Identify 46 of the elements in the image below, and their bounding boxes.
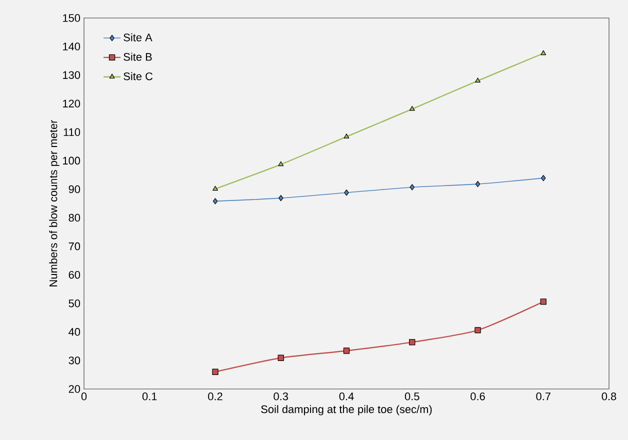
y-tick-label: 20 (68, 385, 80, 393)
point (540, 174, 546, 182)
point (475, 180, 480, 188)
point (410, 184, 415, 190)
point (343, 348, 350, 354)
x-axis-title: Soil damping at the pile toe (sec/m) (261, 405, 432, 416)
y-tick-label: 110 (64, 128, 80, 136)
y-tick-label: 30 (68, 356, 80, 364)
y-tick-label: 50 (68, 300, 80, 308)
y-tick-label: 150 (63, 14, 80, 22)
point (212, 198, 218, 204)
x-tick-label: 0.2 (208, 392, 222, 400)
x-tick-label: 0.4 (339, 392, 354, 400)
x-tick-label: 0.7 (536, 392, 550, 400)
y-tick-label: 40 (68, 328, 80, 336)
point (475, 78, 480, 82)
point (278, 354, 284, 361)
point (344, 134, 350, 138)
point (409, 339, 416, 346)
y-tick-label: 100 (63, 156, 80, 165)
x-tick-label: 0.1 (142, 392, 157, 400)
y-tick-label: 140 (63, 42, 80, 50)
legend-label: Site A (124, 33, 152, 42)
x-tick-label: 0.5 (404, 392, 420, 400)
x-tick-label: 0 (81, 392, 87, 400)
point (278, 161, 284, 166)
x-tick-label: 0.3 (274, 392, 288, 400)
point (278, 194, 284, 202)
point (540, 50, 546, 56)
point (474, 327, 481, 334)
y-tick-label: 80 (68, 214, 80, 222)
legend-label: Site B (124, 52, 152, 61)
point (540, 298, 546, 305)
y-axis-title: Numbers of blow counts per meter (49, 120, 60, 286)
x-tick-label: 0.8 (602, 392, 616, 400)
y-tick-label: 90 (68, 185, 80, 194)
point (409, 106, 415, 111)
point (212, 186, 218, 191)
point (212, 368, 218, 375)
y-tick-label: 70 (68, 242, 80, 250)
legend-label: Site C (124, 72, 153, 80)
y-tick-label: 120 (63, 100, 80, 108)
point (344, 190, 349, 196)
x-tick-label: 0.6 (470, 392, 485, 400)
y-tick-label: 130 (63, 71, 80, 79)
y-tick-label: 60 (68, 270, 80, 279)
